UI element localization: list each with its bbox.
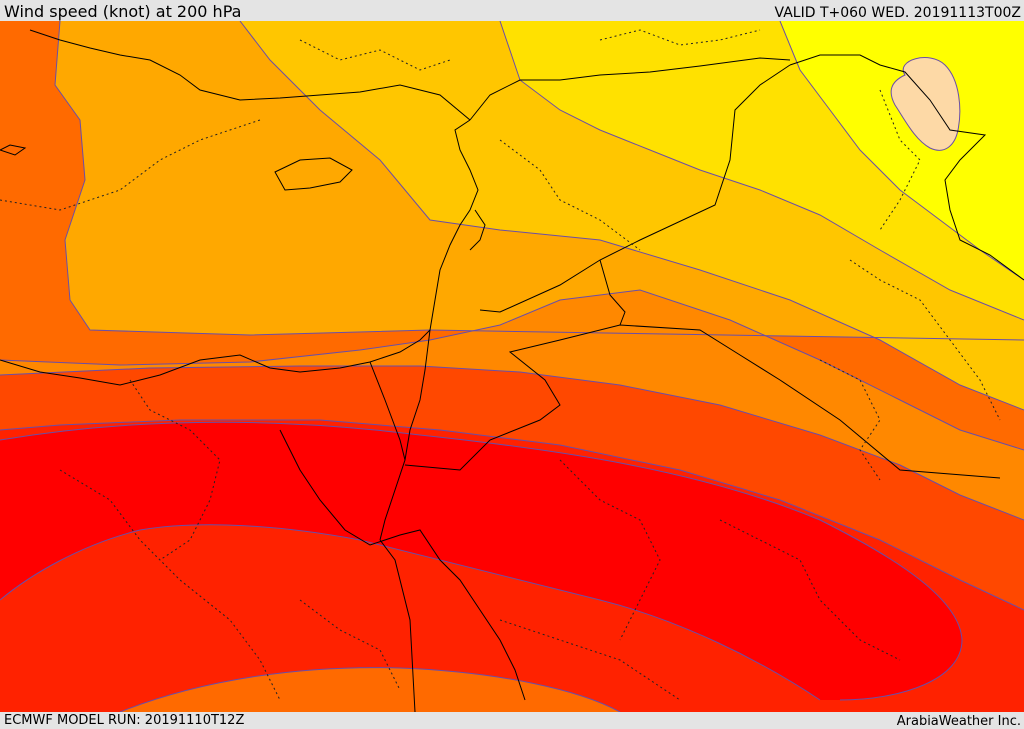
header-bar: Wind speed (knot) at 200 hPa VALID T+060… [0,0,1024,21]
map-title: Wind speed (knot) at 200 hPa [4,2,242,21]
contour-lines [0,21,1024,712]
band-orange [0,290,1024,520]
band-red-core [0,422,962,700]
band-pale-peach [891,57,960,151]
model-run: ECMWF MODEL RUN: 20191110T12Z [4,713,245,728]
country-borders [0,29,1024,712]
footer-bar: ECMWF MODEL RUN: 20191110T12Z ArabiaWeat… [0,712,1024,729]
credit-label: ArabiaWeather Inc. [896,714,1021,729]
band-red-orange [0,366,1024,610]
province-boundaries [0,29,1001,701]
band-orange-low [120,667,620,712]
wind-speed-map [0,21,1024,712]
band-bright-yellow [780,21,1024,280]
valid-time: VALID T+060 WED. 20191113T00Z [774,5,1021,21]
